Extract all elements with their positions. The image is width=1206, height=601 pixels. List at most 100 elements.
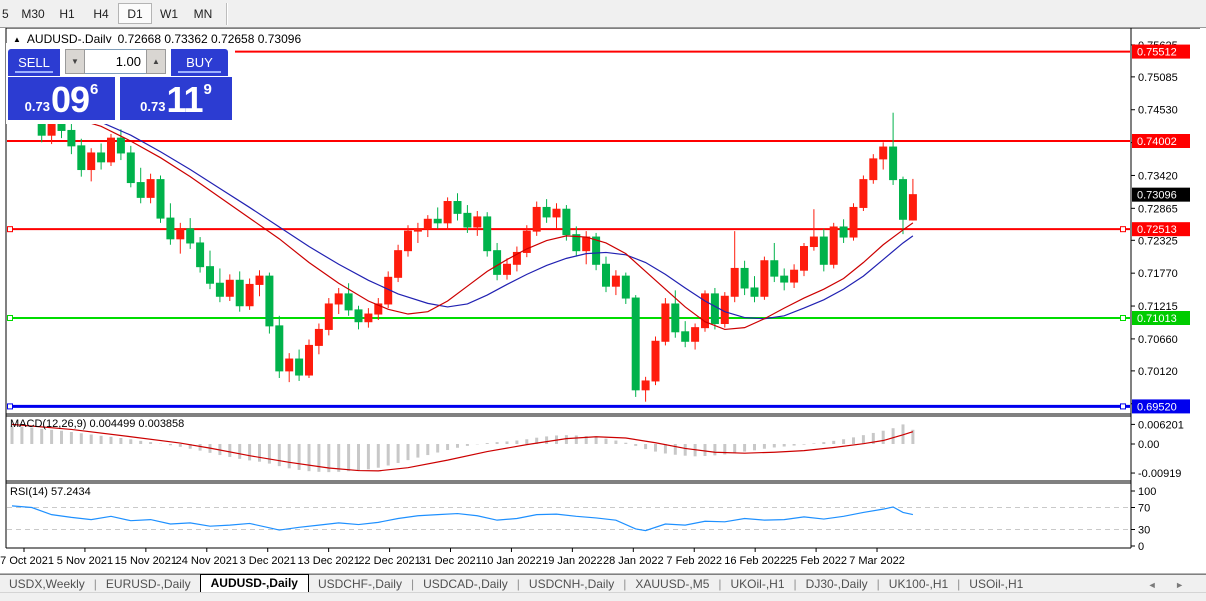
candle-body bbox=[374, 303, 383, 315]
candle-body bbox=[512, 251, 521, 265]
time-tick-label: 16 Feb 2022 bbox=[724, 555, 786, 567]
candle-body bbox=[255, 275, 264, 285]
tab-usdx-weekly[interactable]: USDX,Weekly bbox=[9, 577, 85, 591]
candle-body bbox=[443, 201, 452, 224]
price-badge-label: 0.69520 bbox=[1137, 401, 1177, 413]
ma-fast-line bbox=[11, 106, 914, 331]
price-badge bbox=[1132, 134, 1190, 148]
candle-body bbox=[809, 236, 818, 248]
tab-audusd-daily[interactable]: AUDUSD-,Daily bbox=[199, 574, 309, 593]
tab-uk100-h1[interactable]: UK100-,H1 bbox=[888, 577, 949, 591]
buy-button[interactable]: BUY bbox=[171, 49, 228, 76]
volume-decrease-button[interactable]: ▼ bbox=[65, 49, 85, 74]
tab-usoil-h1[interactable]: USOil-,H1 bbox=[969, 577, 1024, 591]
timeframe-button-5[interactable]: 5 bbox=[2, 6, 9, 21]
symbol-tab-bar: USDX,Weekly | EURUSD-,Daily AUDUSD-,Daily US… bbox=[0, 574, 1206, 593]
rsi-tick-label: 100 bbox=[1138, 486, 1156, 498]
line-handle[interactable] bbox=[1120, 314, 1126, 321]
tab-usdchf-daily[interactable]: USDCHF-,Daily bbox=[317, 577, 402, 591]
tab-eurusd-daily[interactable]: EURUSD-,Daily bbox=[105, 577, 191, 591]
time-tick-label: 10 Jan 2022 bbox=[481, 555, 542, 567]
candle-body bbox=[413, 228, 422, 232]
candle-body bbox=[166, 217, 175, 240]
price-tick-label: 0.71215 bbox=[1138, 301, 1178, 313]
macd-label: MACD(12,26,9) 0.004499 0.003858 bbox=[10, 418, 185, 430]
price-badge bbox=[1132, 44, 1190, 59]
tab-separator: | bbox=[793, 577, 797, 591]
buy-price-small: 0.73 bbox=[140, 99, 166, 114]
candle-body bbox=[602, 263, 610, 287]
candle-body bbox=[67, 129, 76, 147]
candle-body bbox=[701, 293, 709, 329]
sell-price-big: 09 bbox=[50, 79, 90, 120]
volume-increase-button[interactable]: ▲ bbox=[146, 49, 166, 74]
tab-dj30-daily[interactable]: DJ30-,Daily bbox=[805, 577, 868, 591]
candle-body bbox=[760, 260, 769, 297]
line-handle[interactable] bbox=[7, 314, 13, 321]
candle-body bbox=[305, 344, 313, 376]
time-tick-label: 15 Nov 2021 bbox=[115, 555, 177, 567]
timeframe-button-w1[interactable]: W1 bbox=[160, 6, 178, 21]
line-handle[interactable] bbox=[1120, 226, 1126, 233]
volume-input[interactable] bbox=[85, 49, 146, 74]
candle-body bbox=[651, 340, 660, 382]
timeframe-button-m30[interactable]: M30 bbox=[21, 6, 45, 21]
rsi-tick-label: 30 bbox=[1138, 525, 1150, 537]
buy-price-display[interactable]: 0.73 11 9 bbox=[120, 77, 232, 120]
time-tick-label: 25 Feb 2022 bbox=[785, 555, 847, 567]
candle-body bbox=[483, 216, 492, 252]
status-bar bbox=[0, 592, 1206, 601]
candle-body bbox=[265, 275, 274, 327]
price-tick-label: 0.72865 bbox=[1138, 203, 1178, 215]
chart-caret-icon[interactable]: ▲ bbox=[13, 34, 21, 44]
timeframe-button-mn[interactable]: MN bbox=[193, 6, 213, 21]
ma-slow-line bbox=[11, 107, 914, 320]
chart-symbol-label: AUDUSD-,Daily bbox=[26, 32, 112, 46]
line-handle[interactable] bbox=[7, 403, 13, 410]
sell-button[interactable]: SELL bbox=[8, 49, 60, 76]
candle-body bbox=[206, 266, 214, 284]
candle-body bbox=[136, 182, 145, 198]
candle-body bbox=[661, 303, 670, 342]
candle-body bbox=[710, 293, 719, 325]
rsi-label: RSI(14) 57.2434 bbox=[10, 486, 91, 498]
candle-body bbox=[889, 146, 898, 181]
candle-body bbox=[87, 152, 96, 171]
time-tick-label: 19 Jan 2022 bbox=[542, 555, 603, 567]
candle-body bbox=[879, 146, 888, 160]
candle-body bbox=[572, 234, 581, 252]
timeframe-button-d1[interactable]: D1 bbox=[118, 3, 152, 24]
candle-body bbox=[681, 331, 690, 342]
candle-body bbox=[156, 179, 165, 219]
candle-body bbox=[225, 279, 234, 297]
tab-usdcad-daily[interactable]: USDCAD-,Daily bbox=[423, 577, 508, 591]
candle-body bbox=[126, 152, 135, 184]
candle-body bbox=[503, 263, 511, 275]
macd-tick-label: 0.006201 bbox=[1138, 419, 1184, 431]
candle-body bbox=[404, 230, 412, 252]
chart-ohlc-values: 0.72668 0.73362 0.72658 0.73096 bbox=[117, 32, 302, 46]
macd-signal-line bbox=[11, 423, 914, 472]
candle-body bbox=[740, 267, 749, 289]
candle-body bbox=[354, 309, 363, 323]
candle-body bbox=[433, 218, 442, 224]
candle-body bbox=[592, 236, 601, 265]
time-tick-label: 24 Nov 2021 bbox=[176, 555, 238, 567]
candle-body bbox=[107, 137, 115, 163]
line-handle[interactable] bbox=[1120, 403, 1126, 410]
chart-canvas[interactable]: 0.756250.750850.745300.739750.734200.728… bbox=[0, 28, 1206, 574]
line-handle[interactable] bbox=[7, 226, 13, 233]
timeframe-button-h1[interactable]: H1 bbox=[59, 6, 75, 21]
tab-usdcnh-daily[interactable]: USDCNH-,Daily bbox=[528, 577, 615, 591]
tab-separator: | bbox=[876, 577, 880, 591]
candle-body bbox=[839, 226, 848, 238]
tab-scroll-arrows-icon[interactable]: ◄ ► bbox=[1147, 580, 1192, 590]
sell-price-display[interactable]: 0.73 09 6 bbox=[8, 77, 115, 120]
tab-ukoil-h1[interactable]: UKOil-,H1 bbox=[730, 577, 785, 591]
timeframe-button-h4[interactable]: H4 bbox=[93, 6, 109, 21]
candle-body bbox=[97, 152, 106, 163]
candle-body bbox=[552, 208, 561, 218]
rsi-tick-label: 70 bbox=[1138, 503, 1150, 515]
tab-xauusd-m5[interactable]: XAUUSD-,M5 bbox=[635, 577, 710, 591]
macd-tick-label: -0.00919 bbox=[1138, 468, 1181, 480]
